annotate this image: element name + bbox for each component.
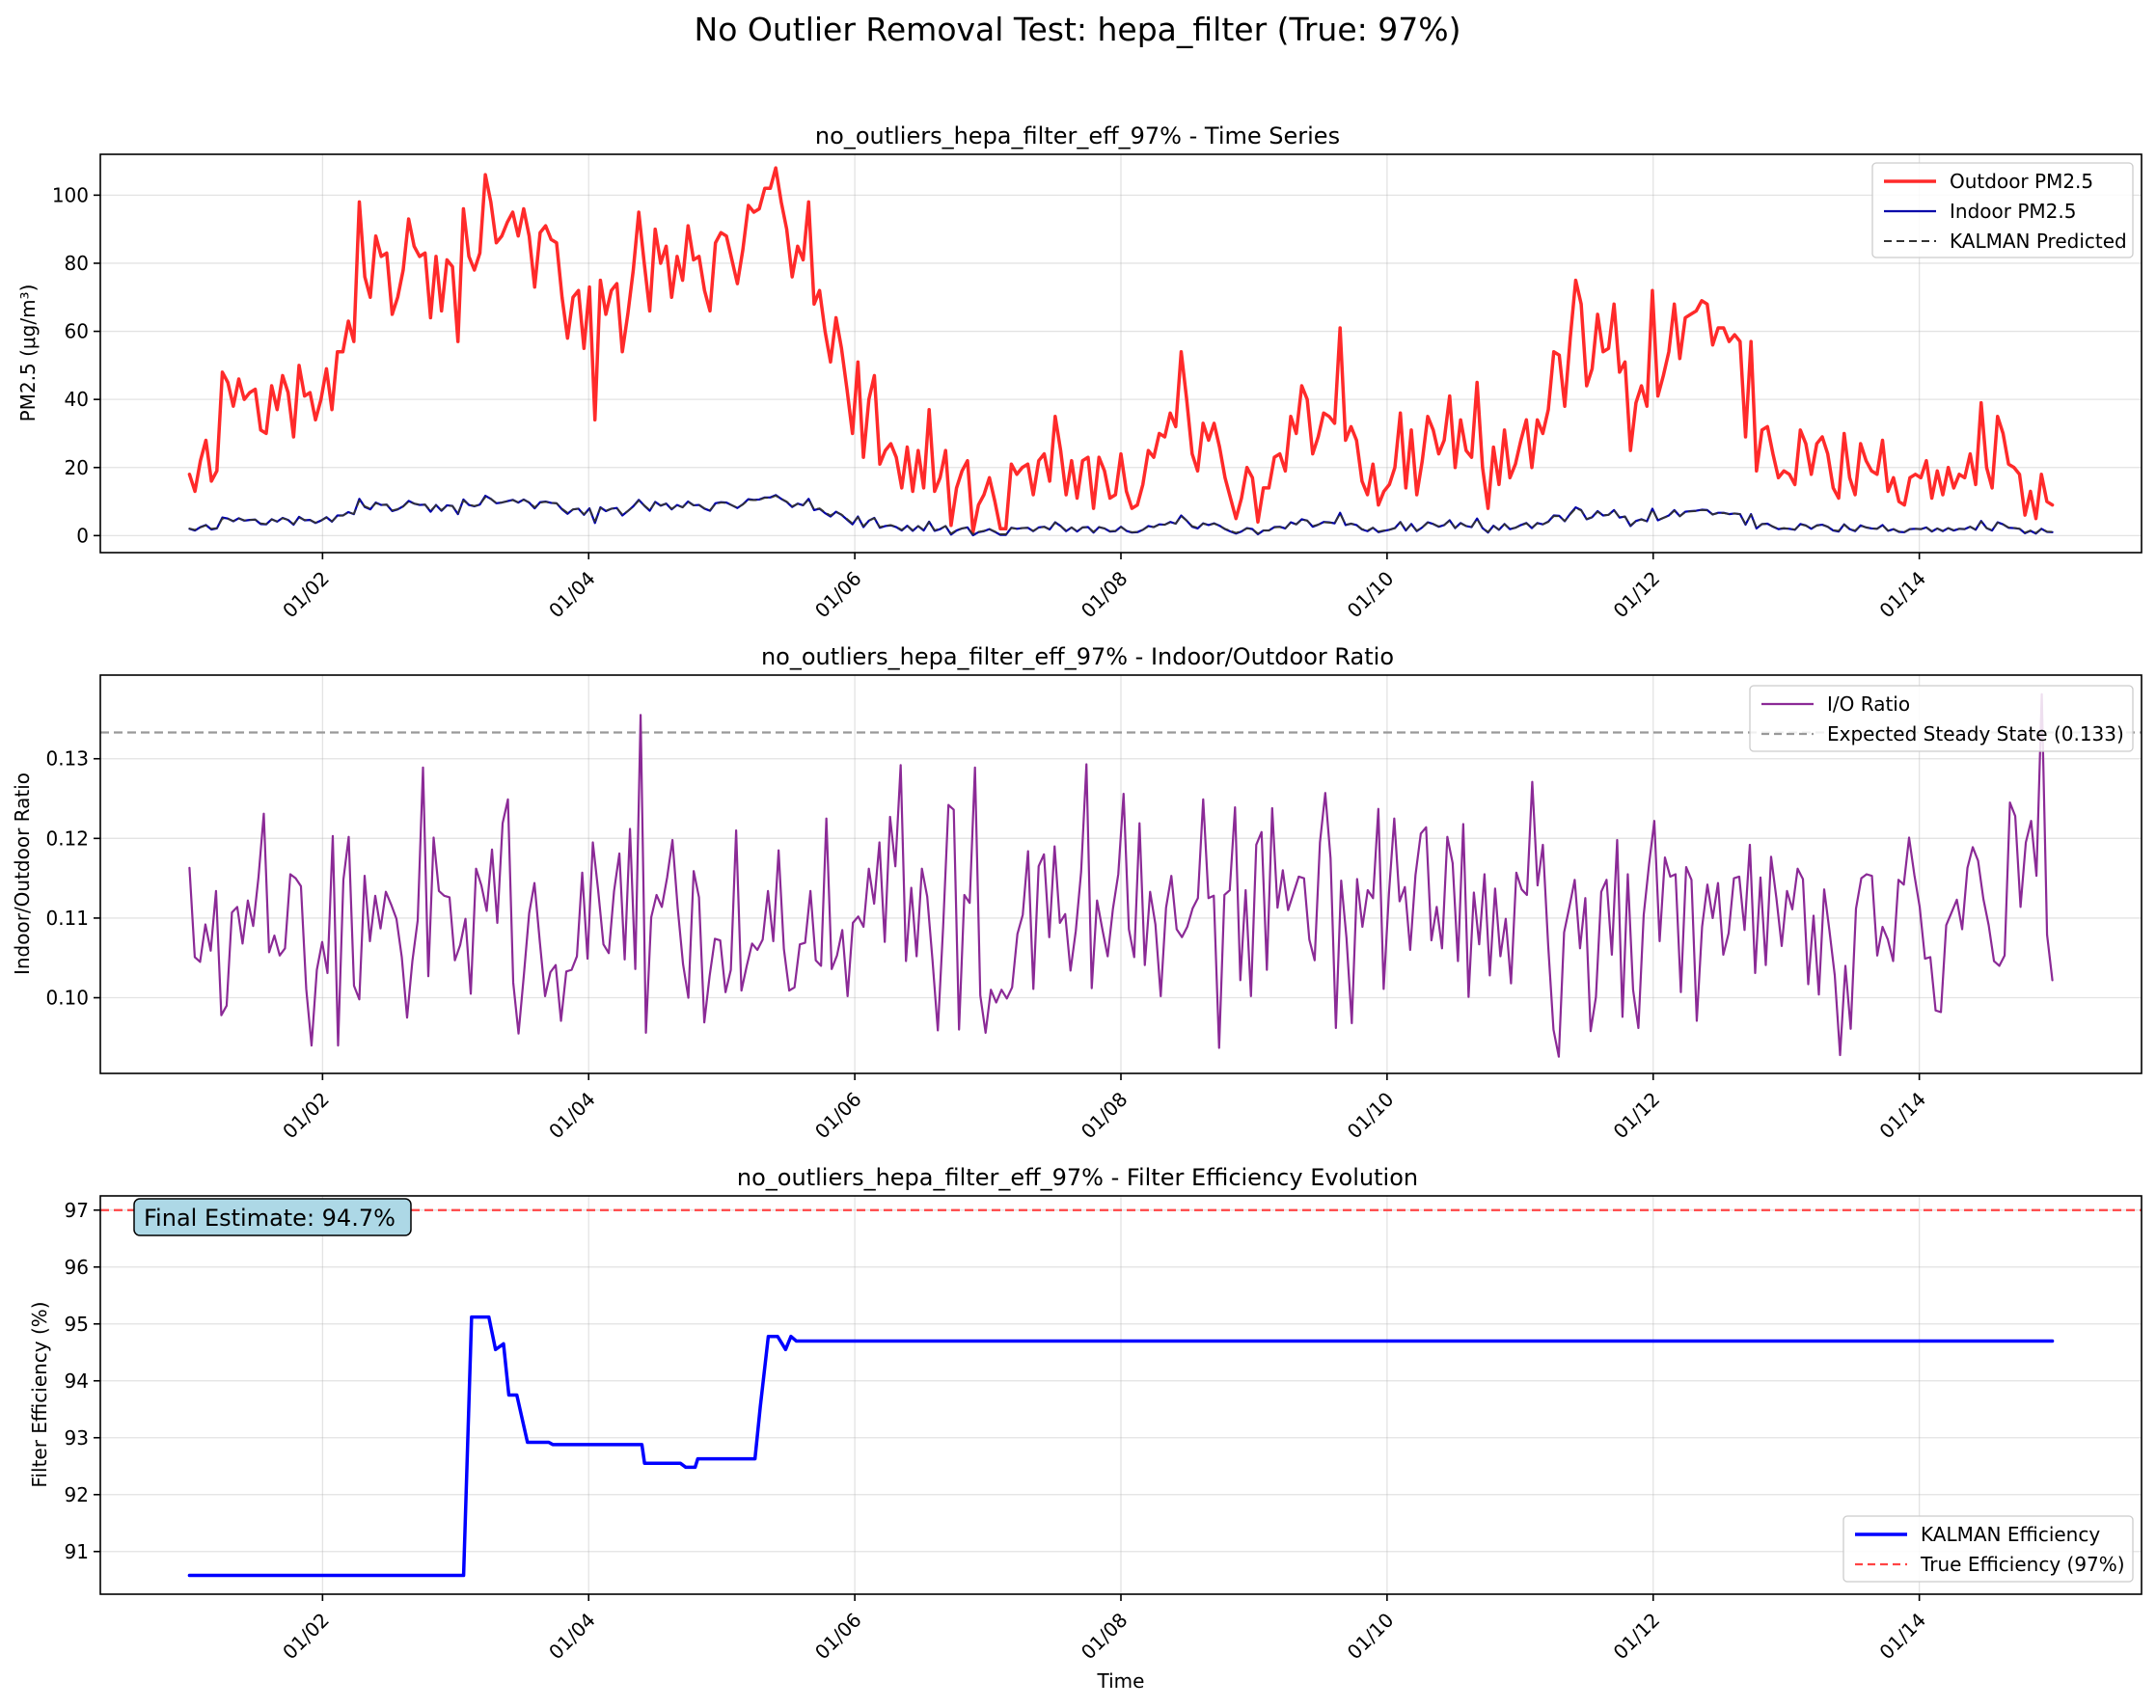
- legend-label-kalman-predicted: KALMAN Predicted: [1950, 230, 2127, 253]
- figure-suptitle: No Outlier Removal Test: hepa_filter (Tr…: [695, 11, 1461, 48]
- x-tick-label: 01/10: [1343, 1088, 1399, 1144]
- series-line-kalman-efficiency: [187, 1315, 2055, 1578]
- x-tick-label: 01/02: [278, 1609, 334, 1665]
- series-line-i-o-ratio: [188, 692, 2054, 1058]
- x-tick-label: 01/08: [1077, 567, 1133, 623]
- x-tick-label: 01/14: [1874, 1088, 1930, 1144]
- io-ratio-legend: I/O Ratio Expected Steady State (0.133): [1749, 685, 2134, 752]
- io-ratio-x-ticks: 01/02 01/04 01/06 01/08 01/10 01/12 01/14: [278, 1073, 1930, 1143]
- x-axis-label: Time: [1097, 1669, 1145, 1693]
- x-tick-label: 01/12: [1609, 1609, 1665, 1665]
- legend-label-io-ratio: I/O Ratio: [1827, 692, 1910, 716]
- x-tick-label: 01/04: [544, 567, 600, 623]
- y-tick-label: 80: [65, 252, 89, 275]
- y-tick-label: 0.12: [45, 827, 89, 850]
- io-ratio-panel: no_outliers_hepa_filter_eff_97% - Indoor…: [11, 643, 2142, 1143]
- time-series-grid: [100, 154, 2142, 553]
- y-tick-label: 0.13: [45, 747, 89, 771]
- efficiency-legend: KALMAN Efficiency True Efficiency (97%): [1842, 1515, 2134, 1583]
- efficiency-ylabel: Filter Efficiency (%): [28, 1301, 51, 1487]
- x-tick-label: 01/14: [1874, 1609, 1930, 1665]
- y-tick-label: 97: [65, 1199, 89, 1222]
- x-tick-label: 01/02: [278, 567, 334, 623]
- y-tick-label: 92: [65, 1483, 89, 1506]
- x-tick-label: 01/12: [1609, 1088, 1665, 1144]
- legend-label-true-efficiency: True Efficiency (97%): [1920, 1553, 2125, 1576]
- efficiency-y-ticks: 91 92 93 94 95 96 97: [65, 1199, 100, 1563]
- io-ratio-lines: [188, 692, 2054, 1058]
- series-line-kalman-predicted: [188, 495, 2054, 535]
- x-tick-label: 01/04: [544, 1088, 600, 1144]
- legend-box: [1871, 162, 2134, 258]
- efficiency-grid: [100, 1196, 2142, 1594]
- io-ratio-title: no_outliers_hepa_filter_eff_97% - Indoor…: [761, 643, 1394, 670]
- time-series-legend: Outdoor PM2.5 Indoor PM2.5 KALMAN Predic…: [1871, 162, 2134, 258]
- legend-label-indoor: Indoor PM2.5: [1950, 200, 2076, 223]
- y-tick-label: 0: [76, 524, 89, 547]
- legend-box: [1842, 1515, 2134, 1583]
- series-line-outdoor-pm2-5: [187, 166, 2055, 534]
- y-tick-label: 94: [65, 1369, 89, 1393]
- x-tick-label: 01/12: [1609, 567, 1665, 623]
- y-tick-label: 0.11: [45, 907, 89, 930]
- efficiency-x-ticks: 01/02 01/04 01/06 01/08 01/10 01/12 01/14: [278, 1594, 1930, 1664]
- annotation-text: Final Estimate: 94.7%: [144, 1205, 396, 1232]
- io-ratio-ylabel: Indoor/Outdoor Ratio: [11, 773, 34, 975]
- y-tick-label: 20: [65, 456, 89, 479]
- time-series-ylabel: PM2.5 (μg/m³): [16, 285, 40, 422]
- x-tick-label: 01/06: [810, 1088, 866, 1144]
- y-tick-label: 0.10: [45, 987, 89, 1010]
- legend-label-outdoor: Outdoor PM2.5: [1950, 170, 2093, 193]
- time-series-panel: no_outliers_hepa_filter_eff_97% - Time S…: [16, 122, 2142, 622]
- efficiency-title: no_outliers_hepa_filter_eff_97% - Filter…: [737, 1164, 1418, 1191]
- time-series-y-ticks: 0 20 40 60 80 100: [52, 183, 100, 547]
- io-ratio-y-ticks: 0.10 0.11 0.12 0.13: [45, 747, 100, 1010]
- x-tick-label: 01/10: [1343, 1609, 1399, 1665]
- time-series-lines: [187, 166, 2055, 537]
- final-estimate-annotation: Final Estimate: 94.7%: [133, 1198, 412, 1236]
- x-tick-label: 01/06: [810, 567, 866, 623]
- time-series-title: no_outliers_hepa_filter_eff_97% - Time S…: [815, 122, 1340, 149]
- y-tick-label: 100: [52, 183, 89, 206]
- legend-box: [1749, 685, 2134, 752]
- y-tick-label: 60: [65, 320, 89, 343]
- annotation-box: [133, 1198, 412, 1236]
- x-tick-label: 01/10: [1343, 567, 1399, 623]
- legend-label-expected: Expected Steady State (0.133): [1827, 722, 2124, 746]
- y-tick-label: 91: [65, 1540, 89, 1563]
- y-tick-label: 96: [65, 1256, 89, 1279]
- x-tick-label: 01/14: [1874, 567, 1930, 623]
- io-ratio-grid: [100, 675, 2142, 1073]
- x-tick-label: 01/08: [1077, 1609, 1133, 1665]
- legend-label-kalman-efficiency: KALMAN Efficiency: [1921, 1523, 2100, 1546]
- time-series-x-ticks: 01/02 01/04 01/06 01/08 01/10 01/12 01/14: [278, 553, 1930, 622]
- y-tick-label: 95: [65, 1313, 89, 1336]
- x-tick-label: 01/06: [810, 1609, 866, 1665]
- y-tick-label: 40: [65, 388, 89, 411]
- x-tick-label: 01/08: [1077, 1088, 1133, 1144]
- x-tick-label: 01/04: [544, 1609, 600, 1665]
- y-tick-label: 93: [65, 1426, 89, 1450]
- efficiency-lines: [187, 1315, 2055, 1578]
- x-tick-label: 01/02: [278, 1088, 334, 1144]
- efficiency-panel: no_outliers_hepa_filter_eff_97% - Filter…: [28, 1164, 2142, 1664]
